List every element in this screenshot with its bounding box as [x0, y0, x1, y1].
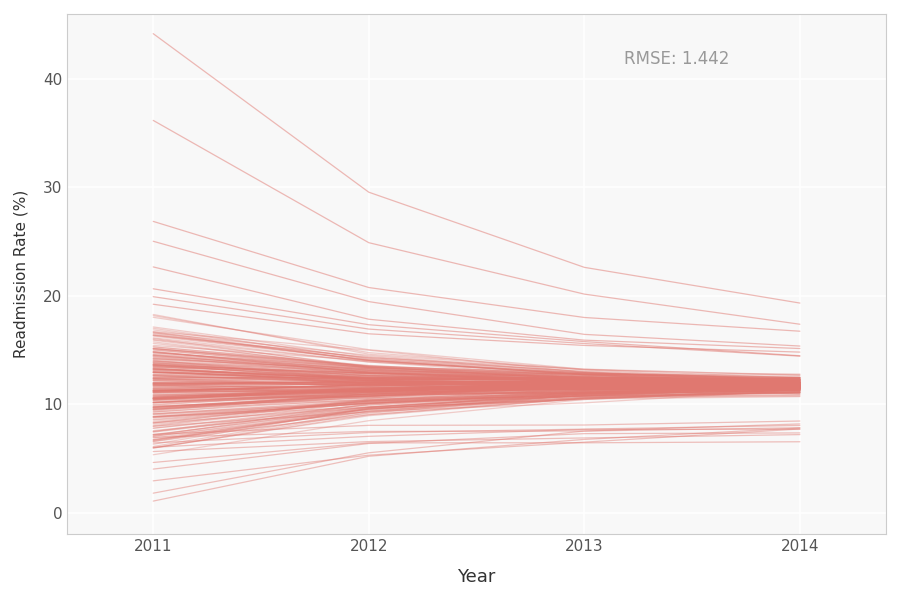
Y-axis label: Readmission Rate (%): Readmission Rate (%): [14, 190, 29, 358]
Text: RMSE: 1.442: RMSE: 1.442: [624, 50, 729, 68]
X-axis label: Year: Year: [457, 568, 496, 586]
